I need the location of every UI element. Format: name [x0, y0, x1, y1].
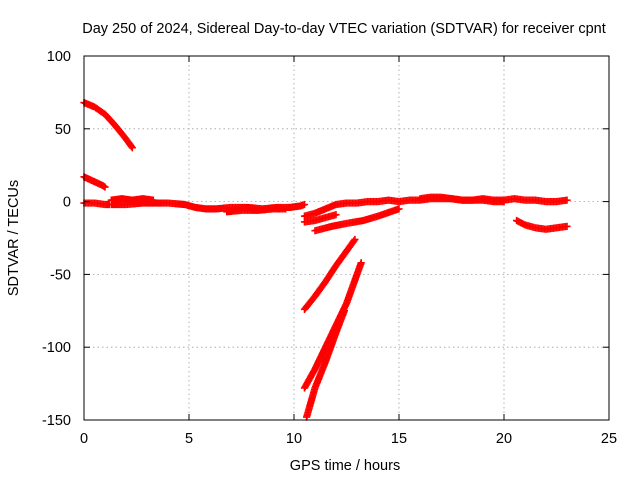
data-point	[332, 211, 340, 219]
y-tick-label: 0	[63, 195, 71, 211]
data-point	[351, 235, 359, 244]
x-tick-label: 5	[185, 431, 193, 447]
data-point	[300, 200, 309, 209]
x-tick-label: 10	[286, 431, 302, 447]
data-point	[128, 144, 136, 152]
data-point	[127, 142, 135, 151]
x-tick-label: 20	[496, 431, 512, 447]
y-tick-label: 100	[47, 49, 71, 65]
x-tick-label: 15	[391, 431, 407, 447]
x-tick-label: 25	[601, 431, 617, 447]
series-track-11	[416, 193, 508, 206]
y-axis-label: SDTVAR / TECUs	[6, 180, 22, 296]
y-tick-label: -100	[42, 340, 71, 356]
series-track-7	[223, 205, 290, 216]
series-track-12	[513, 216, 571, 233]
axes	[83, 55, 610, 421]
data-point	[340, 307, 348, 315]
data-point	[282, 205, 290, 213]
series-track-2	[80, 173, 109, 191]
series-track-10	[311, 205, 403, 235]
data-point	[395, 205, 403, 213]
data-point	[563, 196, 571, 204]
series-track-9	[300, 211, 340, 226]
series-layer	[80, 98, 571, 421]
y-tick-label: -150	[42, 413, 71, 429]
x-axis-label: GPS time / hours	[290, 458, 400, 474]
data-point	[563, 222, 571, 230]
grid	[84, 56, 609, 420]
series-track-13	[300, 235, 359, 313]
series-track-1	[80, 98, 136, 152]
x-tick-label: 0	[80, 431, 88, 447]
series-track-14	[300, 259, 365, 392]
data-point	[101, 183, 109, 191]
plot-frame	[83, 55, 610, 421]
y-tick-label: -50	[50, 267, 71, 283]
data-point	[357, 259, 365, 267]
data-point	[350, 237, 358, 245]
data-point	[500, 198, 508, 206]
y-tick-label: 50	[55, 122, 71, 138]
series-track-15	[303, 307, 348, 421]
chart-title: Day 250 of 2024, Sidereal Day-to-day VTE…	[82, 21, 606, 37]
tick-labels: 0 5 10 15 20 25 -150 -100 -50 0 50 100	[42, 49, 617, 447]
